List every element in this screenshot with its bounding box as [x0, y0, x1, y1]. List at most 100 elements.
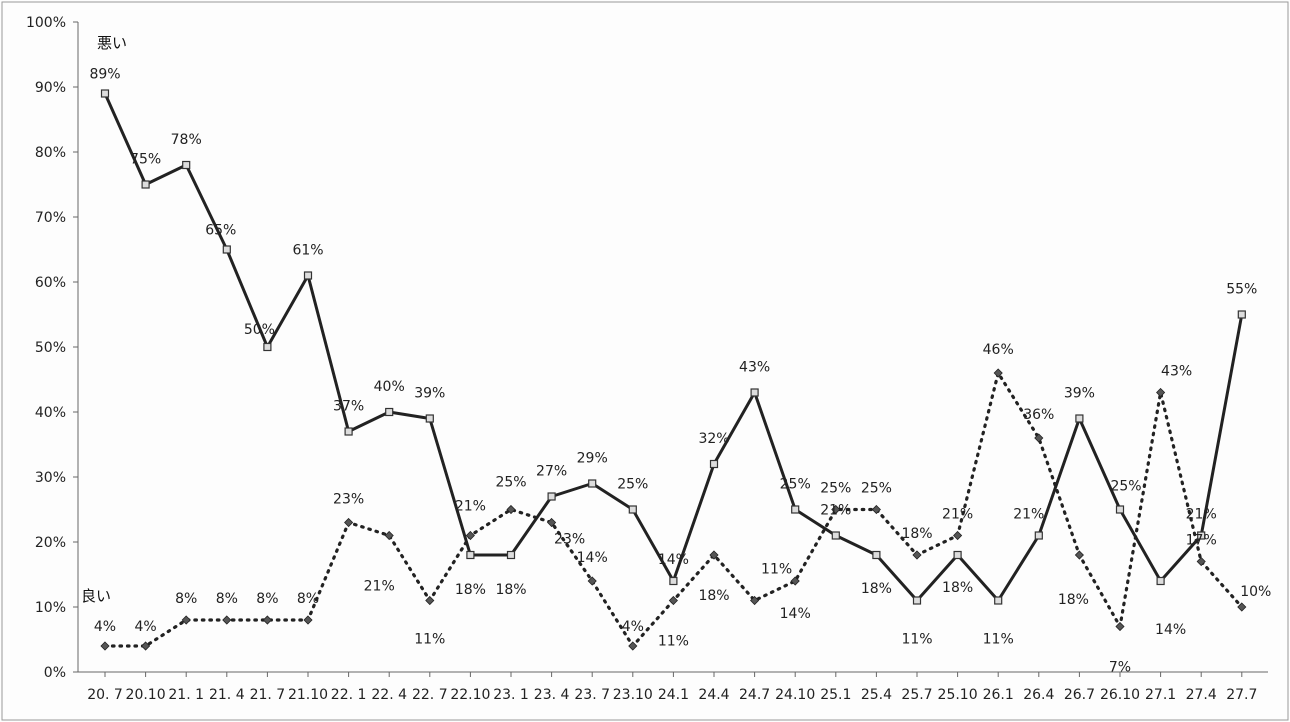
data-label: 7%	[1109, 660, 1131, 676]
y-tick-label: 0%	[44, 665, 66, 681]
data-label: 11%	[901, 632, 932, 648]
data-label: 18%	[901, 526, 932, 542]
data-label: 37%	[333, 399, 364, 415]
x-tick-label: 24.7	[739, 687, 770, 703]
data-label: 18%	[495, 582, 526, 598]
data-label: 21%	[364, 579, 395, 595]
data-label: 36%	[1023, 407, 1054, 423]
data-point	[1115, 505, 1125, 514]
data-label: 11%	[658, 634, 689, 650]
axes: 0% 10% 20% 30% 40% 50% 60% 70% 80% 90% 100% 20. 7 20…	[26, 15, 1268, 703]
data-label: 21%	[942, 507, 973, 523]
series-markers	[100, 89, 1247, 651]
x-tick-label: 21. 7	[250, 687, 286, 703]
series-name-label: 悪い	[97, 34, 127, 52]
data-point	[912, 596, 922, 605]
x-tick-label: 23. 4	[534, 687, 570, 703]
data-point	[425, 414, 434, 423]
x-tick-label: 26.7	[1064, 687, 1095, 703]
data-point	[628, 641, 638, 651]
data-label: 61%	[292, 243, 323, 259]
data-point	[1237, 310, 1246, 319]
x-tick-label: 27.1	[1145, 687, 1176, 703]
data-label: 78%	[171, 132, 202, 148]
x-tick-label: 22.10	[450, 687, 490, 703]
data-point	[303, 615, 313, 625]
y-tick-label: 80%	[35, 145, 66, 161]
data-label: 11%	[983, 632, 1014, 648]
x-tick-label: 27.4	[1186, 687, 1217, 703]
data-label: 65%	[205, 223, 236, 239]
data-point	[100, 641, 110, 651]
data-point	[993, 368, 1003, 378]
data-point	[547, 517, 557, 528]
data-label: 18%	[698, 588, 729, 604]
data-point	[141, 180, 150, 189]
data-label: 25%	[617, 477, 648, 493]
data-point	[994, 596, 1003, 605]
data-label: 17%	[1186, 533, 1217, 549]
data-label: 43%	[739, 360, 770, 376]
x-tick-label: 22. 4	[371, 687, 407, 703]
data-point	[790, 576, 800, 586]
data-label: 27%	[536, 464, 567, 480]
x-tick-label: 20.10	[126, 687, 166, 703]
data-label: 39%	[1064, 386, 1095, 402]
x-tick-label: 24.1	[658, 687, 689, 703]
data-point	[181, 615, 191, 625]
series-line-bad	[103, 92, 1244, 602]
data-point	[669, 576, 678, 586]
data-label: 25%	[820, 481, 851, 497]
data-point	[1115, 621, 1125, 632]
data-point	[425, 595, 435, 606]
data-point	[1197, 531, 1206, 540]
data-point	[303, 271, 313, 280]
data-label: 39%	[414, 386, 445, 402]
data-point	[953, 530, 963, 541]
x-tick-label: 20. 7	[87, 687, 123, 703]
data-label: 32%	[698, 431, 729, 447]
x-tick-label: 23.10	[613, 687, 653, 703]
data-point	[1034, 433, 1044, 443]
data-label: 8%	[297, 591, 319, 607]
data-point	[791, 505, 800, 514]
data-point	[182, 160, 191, 170]
x-tick-label: 24.4	[698, 687, 729, 703]
y-tick-label: 100%	[26, 15, 66, 31]
y-tick-label: 50%	[35, 340, 66, 356]
data-point	[628, 505, 637, 514]
data-label: 18%	[861, 581, 892, 597]
data-point	[222, 615, 232, 625]
data-point	[263, 342, 272, 352]
y-tick-label: 20%	[35, 535, 66, 551]
data-label: 25%	[861, 481, 892, 497]
x-tick-label: 23. 7	[574, 687, 610, 703]
data-point	[1075, 414, 1084, 423]
data-point	[547, 492, 556, 501]
y-tick-label: 10%	[35, 600, 66, 616]
data-label: 14%	[1155, 622, 1186, 638]
data-point	[872, 550, 881, 560]
data-point	[141, 641, 151, 651]
data-label: 8%	[216, 591, 238, 607]
data-point	[465, 530, 475, 541]
data-label: 23%	[554, 532, 585, 548]
data-label: 25%	[780, 477, 811, 493]
data-label: 21%	[1013, 507, 1044, 523]
data-label: 29%	[577, 451, 608, 467]
x-tick-label: 24.10	[775, 687, 815, 703]
data-point	[1156, 387, 1166, 398]
data-labels: 89% 75% 78% 65% 50% 61% 37% 40% 39% 18% 18% 27% 29% 2…	[81, 34, 1271, 676]
x-tick-label: 23. 1	[493, 687, 529, 703]
data-label: 89%	[89, 67, 120, 83]
x-tick-label: 25.10	[938, 687, 978, 703]
data-point	[831, 504, 841, 515]
data-label: 18%	[1058, 592, 1089, 608]
x-tick-label: 21. 1	[168, 687, 204, 703]
data-point	[1196, 556, 1206, 567]
data-point	[385, 407, 394, 417]
data-label: 46%	[983, 342, 1014, 358]
data-label: 8%	[256, 591, 278, 607]
data-label: 14%	[658, 552, 689, 568]
